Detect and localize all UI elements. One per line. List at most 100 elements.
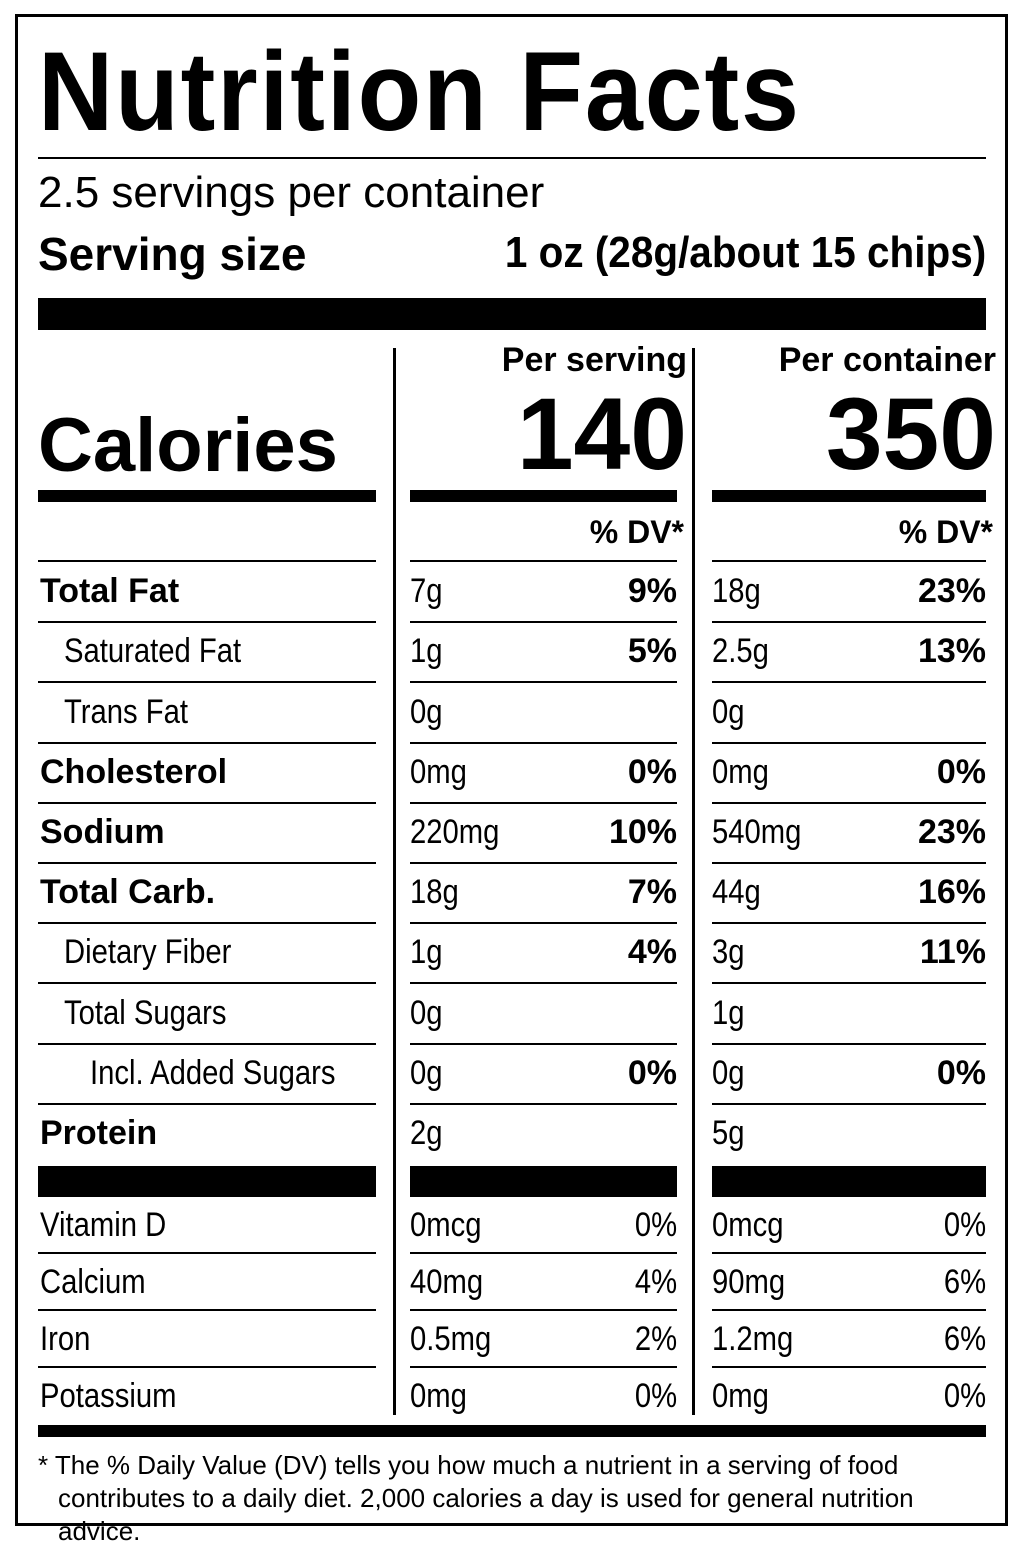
calories-value: 350	[825, 377, 996, 491]
row-rule	[38, 741, 376, 744]
serving-size-label: Serving size	[38, 228, 307, 280]
amount: 1g	[712, 993, 745, 1032]
rule	[712, 490, 986, 502]
nutrient-name: Sodium	[40, 812, 165, 851]
amount: 0g	[410, 692, 443, 731]
row-rule	[410, 1042, 677, 1045]
row-rule	[38, 1366, 376, 1368]
amount: 220mg	[410, 812, 500, 851]
amount: 0g	[712, 1053, 745, 1092]
amount: 2g	[410, 1113, 443, 1152]
row-rule	[410, 1252, 677, 1254]
daily-value: 4%	[627, 933, 677, 972]
daily-value: 16%	[917, 873, 986, 912]
servings: 2.5 servings per container	[38, 168, 545, 217]
daily-value: 9%	[627, 572, 677, 611]
thick-rule	[38, 298, 986, 330]
amount: 44g	[712, 873, 761, 912]
serving-size-value: 1 oz (28g/about 15 chips)	[504, 228, 986, 277]
rule	[410, 490, 677, 502]
amount: 0mcg	[410, 1205, 482, 1244]
row-rule	[410, 862, 677, 864]
daily-value: 23%	[917, 812, 986, 851]
amount: 7g	[410, 572, 443, 611]
amount: 2.5g	[712, 632, 769, 671]
nutrient-name: Total Fat	[40, 572, 180, 611]
nutrient-name: Dietary Fiber	[64, 933, 232, 972]
amount: 1g	[410, 632, 443, 671]
amount: 0g	[410, 1053, 443, 1092]
row-rule	[410, 982, 677, 985]
row-rule	[712, 1042, 986, 1045]
amount: 40mg	[410, 1262, 484, 1301]
amount: 0g	[410, 993, 443, 1032]
daily-value: 10%	[608, 812, 677, 851]
daily-value: 6%	[943, 1262, 986, 1301]
nutrient-name: Iron	[40, 1319, 91, 1358]
rule	[38, 490, 376, 502]
row-rule	[712, 1366, 986, 1368]
row-rule	[410, 560, 677, 562]
daily-value: 6%	[943, 1319, 986, 1358]
daily-value: 4%	[634, 1262, 677, 1301]
calories-label: Calories	[38, 403, 338, 488]
row-rule	[712, 862, 986, 864]
amount: 0.5mg	[410, 1319, 492, 1358]
amount: 0mg	[410, 752, 467, 791]
amount: 0g	[712, 692, 745, 731]
daily-value: 0%	[936, 752, 986, 791]
row-rule	[712, 1309, 986, 1311]
nutrient-name: Saturated Fat	[64, 632, 242, 671]
daily-value: 0%	[943, 1205, 986, 1244]
dv-header: % DV*	[589, 514, 684, 550]
amount: 0mg	[410, 1376, 467, 1415]
row-rule	[410, 801, 677, 804]
amount: 0mg	[712, 1376, 769, 1415]
daily-value: 0%	[634, 1205, 677, 1244]
nutrient-name: Calcium	[40, 1262, 146, 1301]
row-rule	[712, 982, 986, 985]
row-rule	[410, 1309, 677, 1311]
nutrient-name: Cholesterol	[40, 752, 228, 791]
footnote: * The % Daily Value (DV) tells you how m…	[38, 1450, 914, 1546]
title: Nutrition Facts	[38, 29, 801, 154]
row-rule	[410, 1102, 677, 1105]
row-rule	[38, 862, 376, 864]
nutrient-name: Protein	[40, 1113, 158, 1152]
row-rule	[38, 681, 376, 684]
row-rule	[38, 1252, 376, 1254]
column-divider	[692, 348, 695, 1415]
amount: 0mg	[712, 752, 769, 791]
amount: 540mg	[712, 812, 802, 851]
row-rule	[38, 801, 376, 804]
row-rule	[410, 1366, 677, 1368]
dv-header: % DV*	[898, 514, 993, 550]
amount: 0mcg	[712, 1205, 784, 1244]
row-rule	[38, 560, 376, 562]
nutrient-name: Total Sugars	[64, 993, 227, 1032]
daily-value: 0%	[936, 1053, 986, 1092]
daily-value: 5%	[627, 632, 677, 671]
row-rule	[410, 681, 677, 684]
row-rule	[712, 1102, 986, 1105]
rule	[38, 1425, 986, 1437]
rule	[38, 157, 986, 159]
row-rule	[712, 560, 986, 562]
amount: 18g	[712, 572, 761, 611]
row-rule	[38, 621, 376, 624]
amount: 5g	[712, 1113, 745, 1152]
nutrient-name: Total Carb.	[40, 873, 216, 912]
amount: 18g	[410, 873, 459, 912]
amount: 1.2mg	[712, 1319, 794, 1358]
row-rule	[712, 922, 986, 925]
row-rule	[712, 741, 986, 744]
row-rule	[712, 1166, 986, 1197]
nutrient-name: Trans Fat	[64, 692, 189, 731]
daily-value: 13%	[917, 632, 986, 671]
column-header: Per container	[778, 341, 996, 379]
amount: 90mg	[712, 1262, 786, 1301]
column-header: Per serving	[501, 341, 687, 379]
nutrient-name: Vitamin D	[40, 1205, 167, 1244]
row-rule	[410, 1166, 677, 1197]
